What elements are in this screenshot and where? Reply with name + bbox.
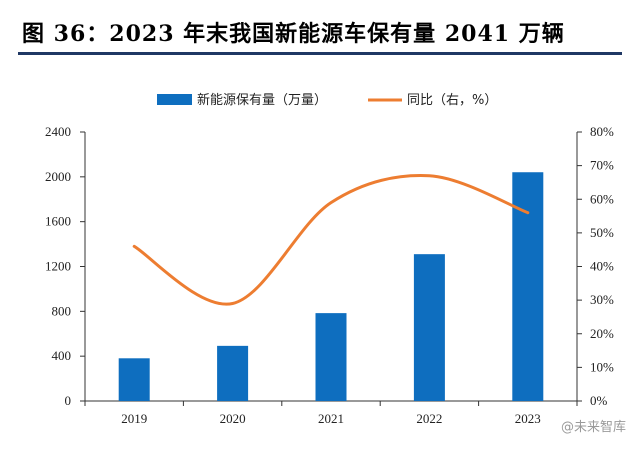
right-tick-label: 30%	[590, 292, 614, 307]
right-tick-label: 0%	[590, 393, 608, 408]
bar	[413, 254, 445, 401]
x-tick-label: 2022	[416, 411, 442, 426]
left-tick-label: 1600	[45, 214, 71, 229]
right-tick-label: 60%	[590, 191, 614, 206]
bar	[315, 313, 347, 401]
x-tick-label: 2021	[318, 411, 344, 426]
figure-title-bar: 图 36：2023 年末我国新能源车保有量 2041 万辆	[18, 8, 622, 55]
bar	[217, 345, 249, 401]
right-tick-label: 50%	[590, 225, 614, 240]
x-tick-label: 2020	[220, 411, 246, 426]
figure-title: 图 36：2023 年末我国新能源车保有量 2041 万辆	[22, 21, 565, 47]
x-tick-label: 2019	[121, 411, 147, 426]
right-tick-label: 70%	[590, 158, 614, 173]
legend-line-label: 同比（右，%）	[407, 93, 497, 108]
right-tick-label: 20%	[590, 326, 614, 341]
watermark: @未来智库	[560, 420, 626, 435]
legend-bar-swatch	[157, 94, 192, 105]
bar	[118, 358, 150, 401]
left-tick-label: 800	[52, 303, 72, 318]
right-tick-label: 10%	[590, 359, 614, 374]
bar	[512, 172, 544, 401]
right-tick-label: 80%	[590, 124, 614, 139]
left-tick-label: 0	[65, 393, 72, 408]
left-tick-label: 2000	[45, 169, 71, 184]
legend-bar-label: 新能源保有量（万量）	[197, 92, 327, 108]
left-tick-label: 1200	[45, 259, 71, 274]
yoy-line	[132, 173, 530, 306]
x-tick-label: 2023	[515, 411, 541, 426]
left-tick-label: 2400	[45, 124, 71, 139]
right-tick-label: 40%	[590, 259, 614, 274]
left-tick-label: 400	[52, 348, 72, 363]
